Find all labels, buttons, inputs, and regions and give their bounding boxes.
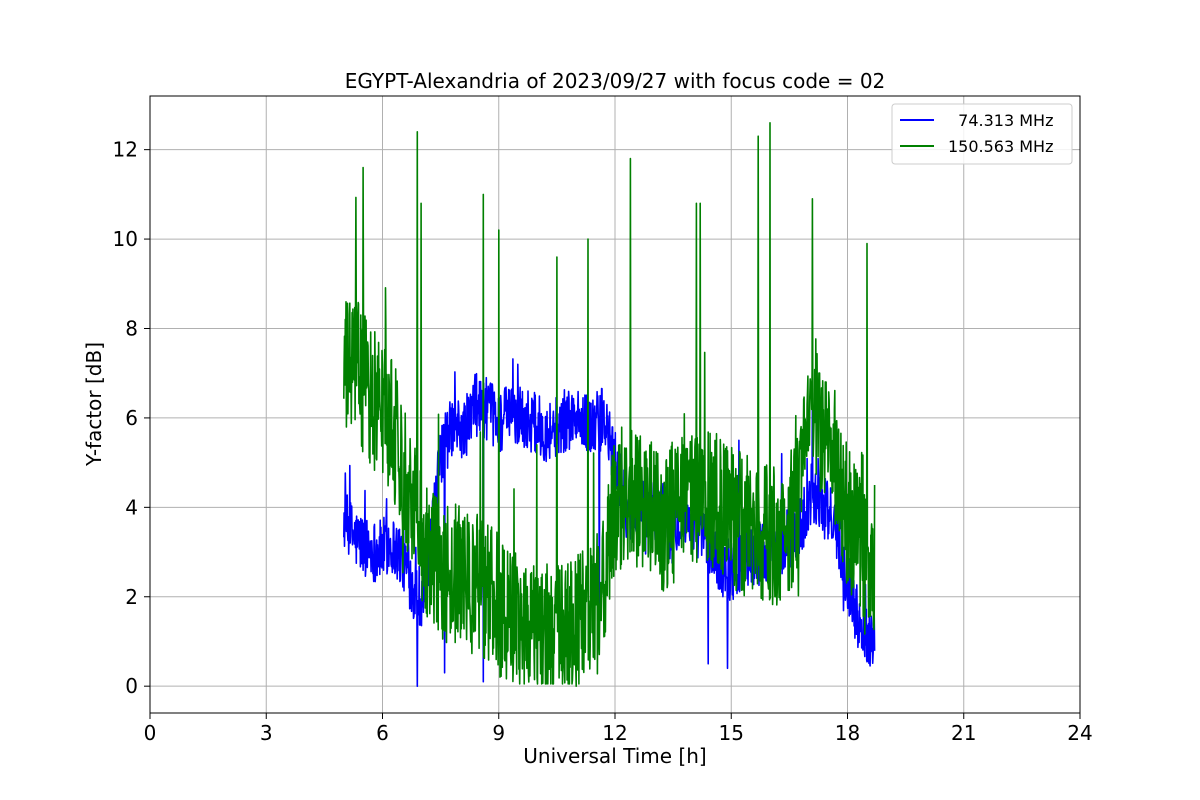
y-axis-ticks: 0 2 4 6 8 10 12 [113,138,150,698]
series-line-1 [343,122,876,687]
x-tick-label: 21 [951,721,976,745]
y-tick-label: 12 [113,138,138,162]
y-tick-label: 10 [113,227,138,251]
y-tick-label: 2 [125,585,138,609]
legend-box [891,103,1073,165]
y-tick-label: 0 [125,674,138,698]
x-tick-label: 12 [602,721,627,745]
x-tick-label: 6 [376,721,389,745]
x-tick-label: 3 [260,721,273,745]
y-tick-label: 8 [125,316,138,340]
y-tick-label: 4 [125,495,138,519]
x-tick-label: 0 [144,721,157,745]
x-axis-label: Universal Time [h] [523,744,706,768]
y-axis-label: Y-factor [dB] [82,342,106,467]
grid [149,96,1081,713]
x-tick-label: 18 [835,721,860,745]
legend-label: 74.313 MHz [948,111,1053,130]
x-tick-label: 24 [1067,721,1092,745]
chart-title: EGYPT-Alexandria of 2023/09/27 with focu… [345,69,886,93]
legend-label: 150.563 MHz [948,137,1053,156]
x-tick-label: 9 [492,721,505,745]
legend: 74.313 MHz 150.563 MHz [891,103,1073,165]
x-tick-label: 15 [719,721,744,745]
series-layer [343,122,876,687]
x-axis-ticks: 0 3 6 9 12 15 18 21 24 [144,713,1093,745]
y-tick-label: 6 [125,406,138,430]
